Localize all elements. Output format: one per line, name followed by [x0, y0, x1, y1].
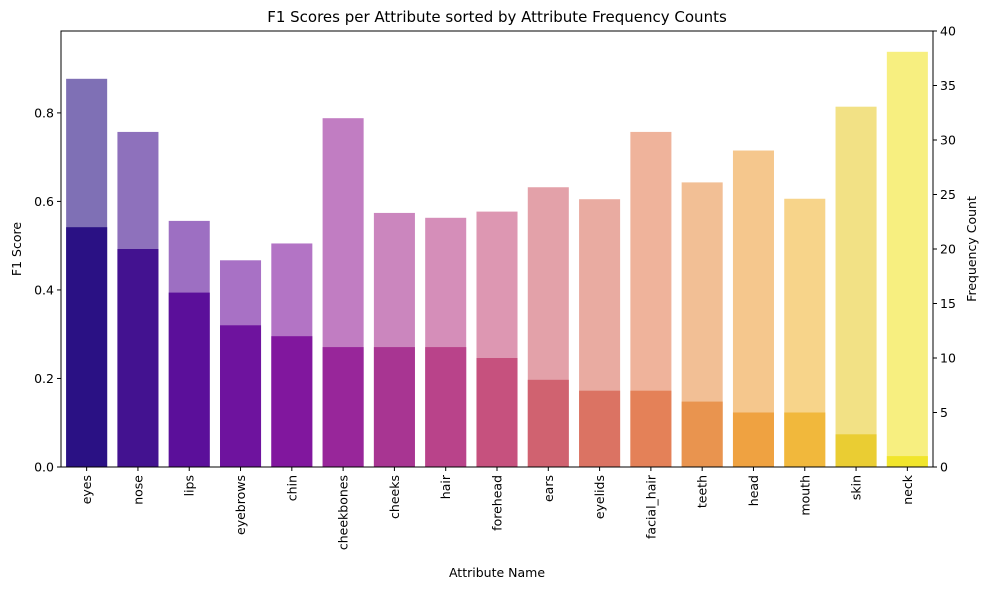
x-tick-label: eyelids — [592, 475, 607, 519]
y-tick-label: 0.6 — [34, 194, 54, 209]
f1-bar-skin — [835, 106, 877, 467]
frequency-bar-eyebrows — [220, 325, 262, 467]
frequency-bar-head — [732, 412, 774, 467]
y-tick-label: 0.8 — [34, 105, 54, 120]
x-tick-label: mouth — [797, 475, 812, 516]
chart-title: F1 Scores per Attribute sorted by Attrib… — [267, 8, 727, 26]
frequency-bar-hair — [425, 347, 467, 467]
y2-tick-label: 20 — [940, 242, 956, 257]
y2-axis-ticks: 0 5 10 15 20 25 30 35 40 — [933, 24, 956, 475]
y2-tick-label: 35 — [940, 78, 956, 93]
x-tick-label: skin — [849, 475, 864, 500]
frequency-bars — [66, 227, 928, 467]
x-tick-label: cheekbones — [336, 475, 351, 550]
y-tick-label: 0.2 — [34, 371, 54, 386]
frequency-bar-chin — [271, 336, 313, 467]
y2-tick-label: 10 — [940, 351, 956, 366]
frequency-bar-eyelids — [579, 390, 621, 467]
frequency-bar-teeth — [681, 401, 723, 467]
x-tick-label: neck — [900, 474, 915, 504]
frequency-bar-lips — [168, 292, 210, 467]
x-tick-label: eyes — [79, 475, 94, 504]
f1-bar-neck — [886, 51, 928, 467]
y-axis-title: F1 Score — [9, 222, 24, 276]
x-tick-label: nose — [130, 475, 145, 505]
frequency-bar-neck — [886, 456, 928, 467]
frequency-bar-facial_hair — [630, 390, 672, 467]
x-tick-label: facial_hair — [643, 474, 658, 539]
x-tick-label: head — [746, 475, 761, 506]
x-axis-title: Attribute Name — [449, 565, 545, 580]
x-tick-label: lips — [182, 475, 197, 496]
x-tick-label: teeth — [695, 475, 710, 508]
y2-tick-label: 0 — [940, 460, 948, 475]
y-tick-label: 0.4 — [34, 282, 54, 297]
y2-tick-label: 40 — [940, 24, 956, 39]
y2-tick-label: 15 — [940, 296, 956, 311]
frequency-bar-cheeks — [373, 347, 415, 467]
x-tick-label: hair — [438, 474, 453, 499]
x-axis-ticks: eyes nose lips eyebrows chin cheekbones cheeks… — [79, 467, 915, 550]
y2-tick-label: 30 — [940, 133, 956, 148]
frequency-bar-ears — [527, 379, 569, 467]
x-tick-label: forehead — [490, 475, 505, 531]
x-tick-label: cheeks — [387, 475, 402, 519]
y-axis-ticks: 0.0 0.2 0.4 0.6 0.8 — [34, 105, 61, 475]
y2-tick-label: 5 — [940, 405, 948, 420]
y2-axis-title: Frequency Count — [964, 196, 979, 302]
frequency-bar-cheekbones — [322, 347, 364, 467]
frequency-bar-forehead — [476, 358, 518, 467]
y2-tick-label: 25 — [940, 187, 956, 202]
frequency-bar-nose — [117, 249, 159, 467]
x-tick-label: chin — [284, 475, 299, 501]
frequency-bar-skin — [835, 434, 877, 467]
frequency-bar-eyes — [66, 227, 108, 467]
x-tick-label: eyebrows — [233, 475, 248, 535]
frequency-bar-mouth — [784, 412, 826, 467]
x-tick-label: ears — [541, 475, 556, 502]
y-tick-label: 0.0 — [34, 460, 54, 475]
